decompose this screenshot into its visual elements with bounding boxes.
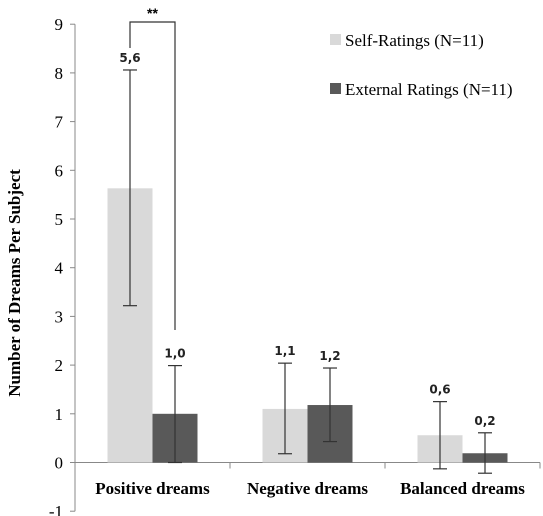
data-label: 1,0: [164, 347, 185, 361]
legend-label: Self-Ratings (N=11): [345, 31, 484, 50]
y-tick-label: 0: [55, 454, 64, 473]
data-label: 0,2: [474, 414, 495, 428]
plot-area: -1 0 1 2 3 4 5 6 7 8 9 Positive dreams Negative drea…: [49, 5, 541, 516]
y-tick-label: 8: [55, 64, 64, 83]
y-tick-label: -1: [49, 502, 63, 516]
y-tick-label: 7: [55, 113, 64, 132]
category-label: Negative dreams: [247, 479, 368, 498]
y-axis-title: Number of Dreams Per Subject: [5, 169, 24, 397]
y-axis-label: Number of Dreams Per Subject: [5, 169, 24, 397]
legend-swatch: [330, 34, 341, 45]
category-label: Positive dreams: [95, 479, 210, 498]
significance-label: **: [147, 5, 158, 21]
data-label: 1,1: [274, 344, 295, 358]
y-tick-label: 2: [55, 356, 64, 375]
data-label: 1,2: [319, 349, 340, 363]
y-tick-label: 5: [55, 210, 64, 229]
data-label: 0,6: [429, 383, 450, 397]
legend-label: External Ratings (N=11): [345, 80, 513, 99]
category-label: Balanced dreams: [400, 479, 525, 498]
legend-swatch: [330, 83, 341, 94]
y-tick-label: 4: [55, 259, 64, 278]
data-label: 5,6: [119, 51, 140, 65]
y-tick-label: 3: [55, 307, 64, 326]
significance-bracket: [129, 21, 176, 330]
y-tick-label: 1: [55, 405, 64, 424]
y-tick-label: 6: [55, 161, 64, 180]
legend: Self-Ratings (N=11) External Ratings (N=1…: [330, 31, 513, 99]
y-tick-label: 9: [55, 15, 64, 34]
